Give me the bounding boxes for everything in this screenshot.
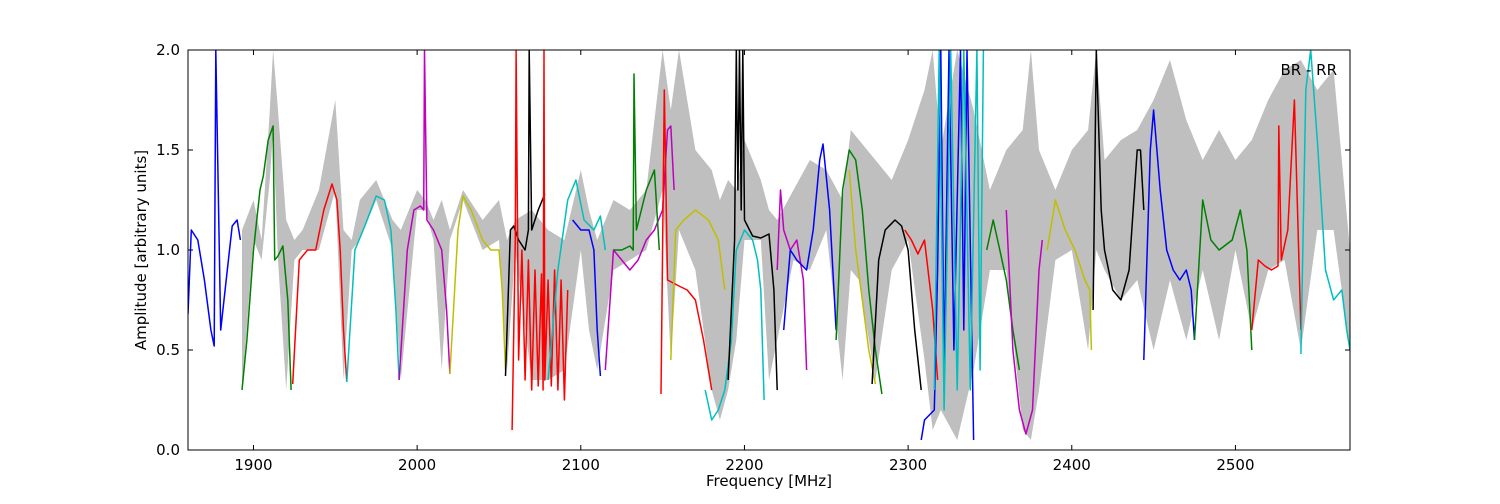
series-line-23 xyxy=(920,50,975,441)
series-line-25 xyxy=(985,219,1021,371)
series-line-12 xyxy=(660,89,713,395)
series-line-7 xyxy=(511,50,569,431)
y-axis-label: Amplitude [arbitrary units] xyxy=(132,150,150,350)
series-line-3 xyxy=(346,195,400,383)
series-line-0 xyxy=(188,50,242,347)
annotation-label: BR - RR xyxy=(1280,61,1337,79)
x-axis: 1900 2000 2100 2200 2300 2400 2500 xyxy=(234,50,1255,474)
series-line-15 xyxy=(727,50,778,391)
x-tick-label: 2100 xyxy=(562,456,600,474)
series-line-18 xyxy=(782,143,837,331)
series-line-16 xyxy=(735,229,765,401)
x-tick-label: 2300 xyxy=(889,456,927,474)
series-line-20 xyxy=(848,169,877,385)
series-line-4 xyxy=(398,50,451,381)
x-tick-label: 2000 xyxy=(398,456,436,474)
series-line-32 xyxy=(1300,50,1350,355)
y-tick-label: 0.0 xyxy=(156,441,180,459)
y-tick-label: 1.5 xyxy=(156,141,180,159)
series-line-2 xyxy=(291,183,348,385)
series-line-8 xyxy=(547,179,607,381)
series-line-26 xyxy=(1005,209,1044,435)
y-tick-label: 2.0 xyxy=(156,41,180,59)
envelope-layer xyxy=(242,50,1350,440)
series-line-22 xyxy=(904,229,939,381)
series-line-10 xyxy=(604,125,675,371)
y-axis: 0.0 0.5 1.0 1.5 2.0 xyxy=(156,41,1350,459)
series-line-29 xyxy=(1143,109,1196,361)
x-axis-label: Frequency [MHz] xyxy=(706,472,832,490)
series-line-14 xyxy=(704,249,738,421)
envelope-band xyxy=(242,50,1350,440)
y-tick-label: 1.0 xyxy=(156,241,180,259)
series-line-24 xyxy=(933,50,985,411)
x-tick-label: 1900 xyxy=(234,456,272,474)
x-tick-label: 2400 xyxy=(1053,456,1091,474)
y-tick-label: 0.5 xyxy=(156,341,180,359)
series-line-27 xyxy=(1046,199,1093,351)
series-line-9 xyxy=(572,219,602,377)
series-line-1 xyxy=(241,125,292,391)
series-line-11 xyxy=(613,73,661,251)
x-tick-label: 2500 xyxy=(1216,456,1254,474)
series-line-28 xyxy=(1092,50,1145,311)
x-tick-label: 2200 xyxy=(725,456,763,474)
series-line-31 xyxy=(1251,99,1302,331)
series-layer xyxy=(188,50,1350,441)
series-line-21 xyxy=(871,219,922,391)
series-line-30 xyxy=(1193,199,1253,351)
series-line-13 xyxy=(670,209,726,361)
series-line-6 xyxy=(504,50,546,377)
series-line-5 xyxy=(449,195,507,375)
